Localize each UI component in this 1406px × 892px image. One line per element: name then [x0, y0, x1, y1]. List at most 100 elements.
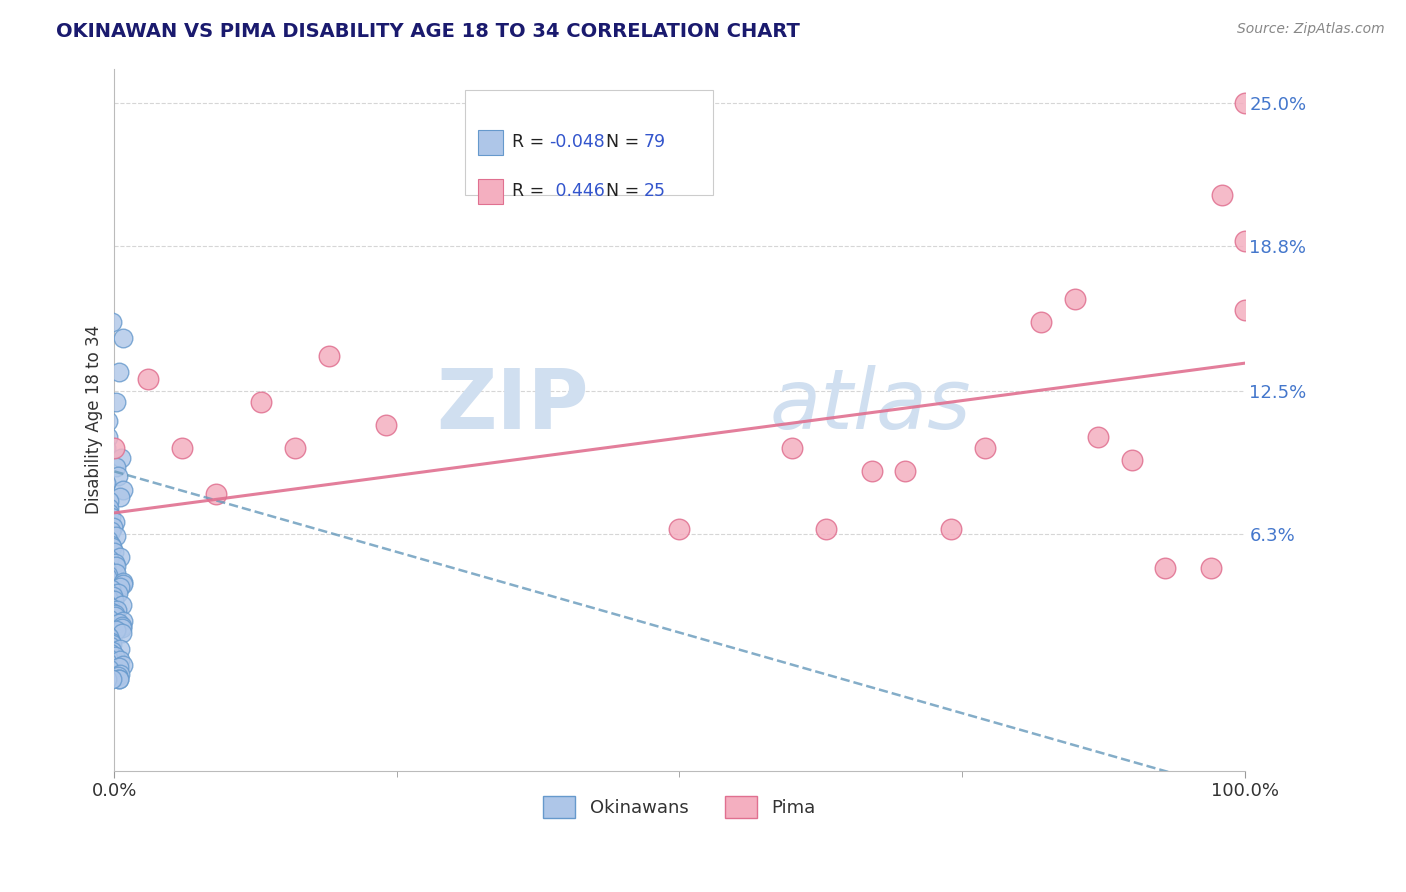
Point: [782, 442, 804, 456]
Point: [111, 625, 134, 640]
Point: [110, 490, 132, 504]
Point: [94, 475, 117, 490]
Point: [105, 624, 128, 638]
Text: Source: ZipAtlas.com: Source: ZipAtlas.com: [1237, 22, 1385, 37]
Point: [104, 609, 127, 624]
Point: [108, 660, 131, 674]
Point: [110, 450, 132, 465]
Point: [103, 593, 125, 607]
Point: [101, 541, 124, 555]
Point: [96, 584, 118, 599]
FancyBboxPatch shape: [465, 89, 713, 195]
Point: [96, 561, 118, 575]
Point: [1029, 315, 1052, 329]
Point: [104, 648, 127, 663]
Point: [103, 442, 125, 456]
Text: -0.048: -0.048: [550, 133, 605, 152]
Point: [1233, 303, 1256, 318]
Point: [100, 524, 122, 539]
Point: [98, 640, 121, 654]
Bar: [478, 130, 503, 155]
Text: N =: N =: [606, 133, 645, 152]
Point: [97, 612, 120, 626]
Point: [107, 669, 129, 683]
Point: [108, 653, 131, 667]
Point: [111, 618, 134, 632]
Point: [107, 366, 129, 380]
Point: [1064, 292, 1087, 306]
Point: [105, 459, 128, 474]
Point: [111, 483, 134, 497]
Point: [111, 598, 134, 612]
Point: [104, 557, 127, 571]
Point: [105, 566, 128, 580]
Point: [98, 600, 121, 615]
Point: [1154, 561, 1177, 575]
Point: [105, 395, 128, 409]
Point: [108, 549, 131, 564]
Point: [100, 538, 122, 552]
Legend: Okinawans, Pima: Okinawans, Pima: [536, 789, 823, 825]
Point: [97, 533, 120, 548]
Text: OKINAWAN VS PIMA DISABILITY AGE 18 TO 34 CORRELATION CHART: OKINAWAN VS PIMA DISABILITY AGE 18 TO 34…: [56, 22, 800, 41]
Point: [111, 577, 134, 591]
Text: 79: 79: [644, 133, 665, 152]
Point: [318, 349, 340, 363]
Point: [973, 442, 995, 456]
Point: [94, 596, 117, 610]
Point: [105, 558, 128, 573]
Point: [104, 607, 127, 622]
Point: [1211, 188, 1233, 202]
Point: [860, 464, 883, 478]
Point: [97, 414, 120, 428]
Point: [100, 634, 122, 648]
Point: [374, 418, 396, 433]
Point: [100, 510, 122, 524]
Point: [98, 494, 121, 508]
Point: [105, 602, 128, 616]
Point: [107, 672, 129, 686]
Point: [111, 574, 134, 589]
Point: [103, 545, 125, 559]
Point: [104, 515, 127, 529]
Point: [111, 331, 134, 345]
Point: [103, 589, 125, 603]
Point: [111, 614, 134, 628]
Point: [96, 672, 118, 686]
Point: [100, 582, 122, 596]
Point: [94, 665, 117, 679]
Point: [96, 632, 118, 647]
Point: [815, 522, 838, 536]
Point: [101, 672, 124, 686]
Point: [136, 372, 159, 386]
Text: N =: N =: [606, 182, 645, 201]
Text: R =: R =: [512, 182, 550, 201]
Text: 25: 25: [644, 182, 665, 201]
Point: [100, 605, 122, 619]
Point: [1087, 430, 1109, 444]
Point: [101, 637, 124, 651]
Text: ZIP: ZIP: [436, 365, 589, 446]
Point: [97, 662, 120, 676]
Point: [101, 519, 124, 533]
Point: [1233, 234, 1256, 248]
Point: [105, 529, 128, 543]
Point: [205, 487, 228, 501]
Point: [108, 616, 131, 631]
Text: R =: R =: [512, 133, 550, 152]
Bar: [478, 179, 503, 204]
Point: [110, 641, 132, 656]
Text: 0.446: 0.446: [550, 182, 605, 201]
Point: [110, 621, 132, 635]
Point: [96, 656, 118, 670]
Point: [100, 646, 122, 660]
Point: [108, 667, 131, 681]
Point: [107, 469, 129, 483]
Point: [97, 591, 120, 605]
Point: [172, 442, 194, 456]
Point: [668, 522, 690, 536]
Point: [107, 586, 129, 600]
Point: [101, 644, 124, 658]
Point: [894, 464, 917, 478]
Point: [939, 522, 962, 536]
